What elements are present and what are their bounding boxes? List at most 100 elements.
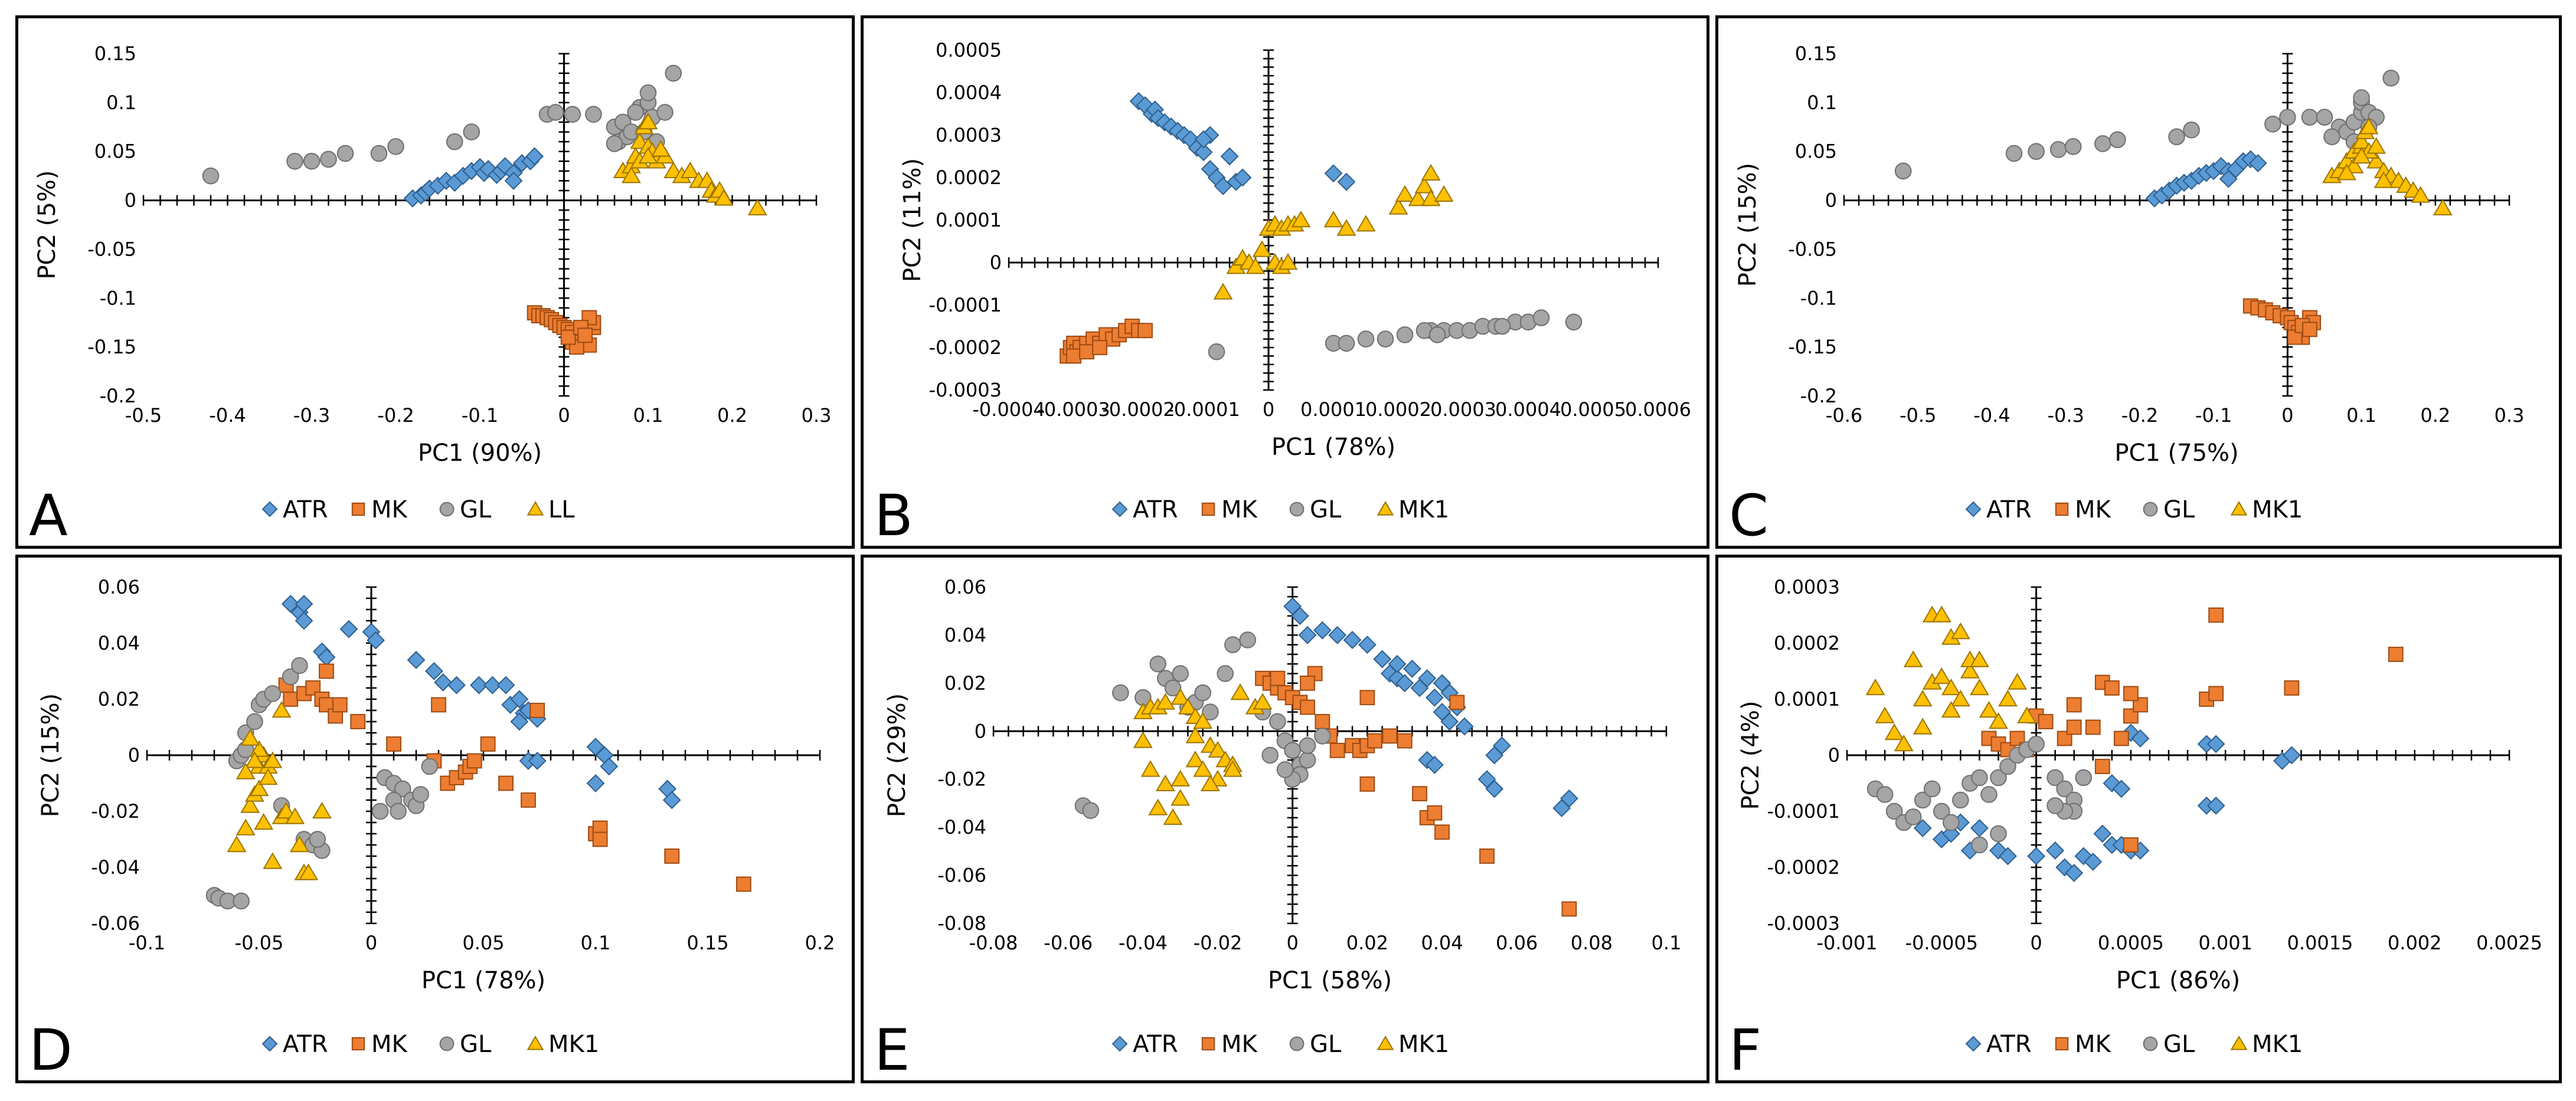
point-gl [1269, 713, 1286, 730]
y-tick-label: 0 [975, 720, 986, 742]
point-mk [2388, 647, 2404, 662]
point-mk [2302, 322, 2317, 337]
point-gl [606, 135, 623, 152]
y-tick-label: -0.15 [87, 336, 136, 358]
point-mk [332, 697, 348, 713]
point-mk1 [1941, 679, 1961, 696]
scatter-chart-d: -0.1 -0.05 0 0.05 0.1 0.15 0.2 -0.06 -0.04 -0.02 0… [29, 576, 835, 1080]
point-atr [1999, 847, 2017, 866]
y-tick-label: -0.04 [937, 816, 986, 838]
x-tick-label: 0.0003 [1430, 398, 1496, 421]
point-gl [2301, 109, 2319, 126]
point-gl [1885, 802, 1903, 820]
y-tick-label: 0.0004 [936, 81, 1002, 104]
point-mk1 [299, 863, 319, 880]
point-atr [1418, 669, 1437, 688]
legend-marker-mk1 [2230, 501, 2248, 516]
point-mk1 [1185, 751, 1205, 768]
legend-label: MK [1221, 496, 1258, 523]
legend-marker-atr [261, 1036, 278, 1052]
point-ll [714, 189, 734, 206]
x-tick-label: -0.0004 [972, 398, 1045, 421]
point-atr [295, 611, 313, 630]
y-tick-label: -0.0001 [1767, 800, 1840, 823]
legend-label: ATR [283, 1031, 328, 1058]
legend-marker-mk1 [527, 1036, 544, 1050]
y-tick-label: 0.0005 [936, 39, 1002, 61]
point-gl [370, 145, 388, 162]
point-gl [639, 84, 657, 101]
point-mk [2038, 714, 2054, 729]
legend-item-mk: MK [2055, 1031, 2112, 1058]
point-mk1 [2359, 117, 2379, 135]
point-mk1 [2433, 198, 2453, 216]
legend-item-gl: GL [2143, 496, 2195, 523]
chart-panel-c: -0.6 -0.5 -0.4 -0.3 -0.2 -0.1 0 0.1 0.2 0.3 -0.2 -0… [1715, 15, 2562, 549]
point-mk1 [1865, 679, 1885, 696]
point-atr [434, 673, 453, 692]
point-atr [2248, 154, 2267, 173]
point-gl [2382, 70, 2400, 87]
x-tick-label: 0.0002 [1365, 398, 1431, 421]
x-tick-label: -0.5 [1900, 404, 1936, 427]
point-mk [480, 736, 496, 752]
x-tick-label: -0.4 [1973, 404, 2010, 427]
point-atr [2212, 157, 2231, 175]
panel-letter: E [874, 1017, 910, 1080]
point-gl [1284, 742, 1301, 759]
point-atr [1337, 172, 1356, 191]
point-atr [1298, 626, 1317, 644]
point-mk [2066, 719, 2082, 735]
point-mk1 [1913, 717, 1933, 735]
point-gl [2056, 780, 2073, 798]
legend-item-atr: ATR [261, 1031, 328, 1058]
point-gl [1239, 631, 1256, 648]
x-tick-label: 0.0006 [1625, 398, 1691, 421]
point-mk1 [1230, 683, 1250, 700]
point-atr [1440, 712, 1459, 731]
legend-label: MK1 [2252, 496, 2303, 523]
legend-marker-atr [1112, 1036, 1128, 1052]
legend-label: MK1 [1398, 1031, 1449, 1058]
legend-marker-gl [439, 502, 455, 517]
point-mk1 [2366, 152, 2387, 169]
legend-item-mk1: MK1 [1377, 496, 1449, 523]
x-tick-label: 0.0005 [1560, 398, 1626, 421]
y-tick-label: 0.0003 [936, 124, 1002, 146]
point-gl [1990, 769, 2007, 787]
point-mk1 [1140, 760, 1160, 777]
point-gl [2047, 769, 2064, 787]
point-atr [1358, 635, 1377, 654]
point-mk [529, 703, 545, 718]
y-tick-label: -0.06 [91, 912, 140, 935]
point-mk1 [2411, 186, 2431, 203]
point-atr [2027, 847, 2045, 866]
legend-marker-gl [1289, 502, 1305, 517]
legend-marker-atr [261, 501, 278, 517]
point-gl [547, 104, 564, 121]
point-mk1 [240, 729, 260, 746]
point-mk1 [1969, 679, 1989, 696]
y-tick-label: 0 [128, 744, 140, 766]
point-mk1 [227, 835, 247, 853]
x-tick-label: 0 [1263, 398, 1274, 421]
point-mk1 [254, 813, 274, 830]
point-mk [466, 753, 482, 769]
legend-label: GL [460, 1031, 492, 1058]
point-atr [2282, 746, 2301, 765]
x-tick-label: -0.04 [1119, 932, 1168, 954]
point-mk1 [244, 751, 264, 768]
point-mk [305, 680, 321, 696]
point-mk1 [1155, 774, 1175, 792]
point-atr [1970, 819, 1989, 837]
y-tick-label: -0.02 [91, 800, 140, 823]
y-tick-label: -0.08 [937, 912, 986, 935]
point-gl [1357, 330, 1375, 348]
point-mk [1434, 824, 1450, 840]
point-gl [1876, 786, 1894, 803]
point-atr [407, 651, 426, 669]
point-atr [367, 631, 385, 650]
point-gl [1224, 636, 1241, 654]
point-gl [1990, 825, 2007, 843]
legend-label: MK [2075, 1031, 2112, 1058]
